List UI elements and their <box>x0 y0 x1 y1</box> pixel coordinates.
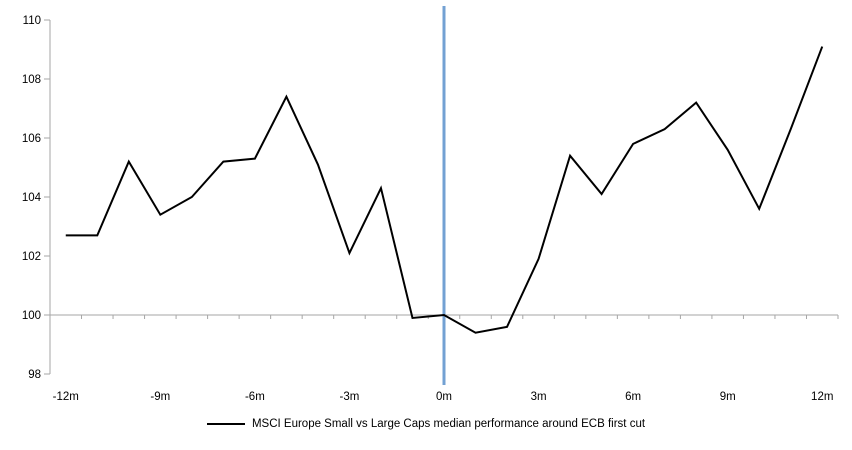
y-tick-label: 102 <box>22 251 41 263</box>
y-tick-label: 106 <box>22 133 41 145</box>
x-tick-label: -6m <box>245 391 265 403</box>
x-tick-label: 3m <box>531 391 547 403</box>
x-tick-label: 12m <box>811 391 833 403</box>
x-tick-label: -3m <box>340 391 360 403</box>
data-line <box>65 46 824 334</box>
chart-canvas: 98 100 102 104 106 108 110 -12m -9m -6m -3m 0m 3m 6m 9… <box>22 6 839 403</box>
y-tick-label: 100 <box>22 310 41 322</box>
chart-legend: MSCI Europe Small vs Large Caps median p… <box>0 415 852 433</box>
y-tick-label: 108 <box>22 74 41 86</box>
legend-line-sample <box>206 423 245 425</box>
x-tick-label: 6m <box>625 391 641 403</box>
x-tick-label: 0m <box>436 391 452 403</box>
y-tick-label: 104 <box>22 192 42 204</box>
y-tick-label: 98 <box>28 369 41 381</box>
x-tick-label: -12m <box>53 391 79 403</box>
x-tick-label: 9m <box>720 391 736 403</box>
x-tick-label: -9m <box>150 391 170 403</box>
y-tick-label: 110 <box>23 15 41 27</box>
legend-label: MSCI Europe Small vs Large Caps median p… <box>251 418 646 430</box>
